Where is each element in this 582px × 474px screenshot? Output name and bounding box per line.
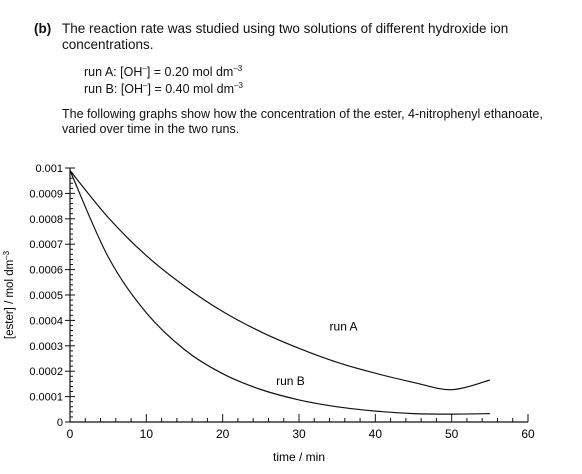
run-b-suffix: ] = 0.40 mol dm	[147, 82, 235, 97]
part-label: (b)	[34, 21, 52, 36]
y-tick-label: 0.0007	[29, 239, 63, 251]
chart-series	[69, 170, 490, 415]
run-b-exponent: –3	[234, 81, 243, 91]
series-line-run-a	[69, 170, 490, 391]
run-a-prefix: run A: [OH	[84, 65, 143, 80]
run-conditions: run A: [OH–] = 0.20 mol dm–3 run B: [OH–…	[84, 62, 243, 96]
x-axis-label: time / min	[273, 450, 325, 464]
run-a-exponent: –3	[233, 64, 243, 73]
y-tick-label: 0.0008	[29, 214, 63, 226]
y-tick-label: 0.001	[35, 163, 63, 175]
run-a-charge: –	[142, 64, 147, 73]
y-tick-label: 0.0003	[29, 341, 63, 353]
y-tick-label: 0.0002	[29, 366, 63, 378]
x-tick-label: 50	[445, 427, 459, 441]
y-tick-label: 0.0005	[29, 290, 63, 302]
y-axis-label-exponent: –3	[2, 250, 11, 259]
y-tick-label: 0.0006	[29, 265, 63, 277]
series-label-run-a: run A	[330, 320, 358, 334]
series-label-run-b: run B	[276, 374, 305, 388]
x-tick-label: 10	[140, 427, 154, 441]
concentration-time-chart: 0 10 20 30 40 50 60 0 0.0001 0.0002 0.0003 0.0004 0.…	[2, 163, 535, 464]
series-line-run-b	[69, 170, 490, 415]
run-b-charge: –	[143, 81, 148, 91]
y-tick-label: 0	[57, 417, 63, 429]
y-axis-label: [ester] / mol dm–3	[2, 250, 16, 339]
run-a-suffix: ] = 0.20 mol dm	[146, 65, 234, 80]
x-tick-label: 20	[216, 427, 230, 441]
run-b-prefix: run B: [OH	[84, 82, 144, 97]
run-a-condition: run A: [OH–] = 0.20 mol dm–3	[84, 62, 243, 79]
y-tick-label: 0.0009	[29, 188, 63, 200]
description-text: The following graphs show how the concen…	[62, 107, 543, 136]
y-tick-label: 0.0004	[29, 315, 63, 327]
run-b-condition: run B: [OH–] = 0.40 mol dm–3	[84, 79, 243, 96]
y-axis-label-text: [ester] / mol dm	[4, 260, 16, 339]
intro-text: The reaction rate was studied using two …	[62, 21, 509, 52]
chart-labels: run A run B time / min [ester] / mol dm–3	[2, 250, 358, 464]
x-tick-label: 60	[521, 427, 535, 441]
y-tick-label: 0.0001	[29, 392, 63, 404]
x-tick-label: 0	[67, 427, 74, 441]
chart-ticks: 0 10 20 30 40 50 60 0 0.0001 0.0002 0.0003 0.0004 0.…	[29, 163, 535, 441]
x-tick-label: 40	[369, 427, 383, 441]
x-tick-label: 30	[292, 427, 306, 441]
